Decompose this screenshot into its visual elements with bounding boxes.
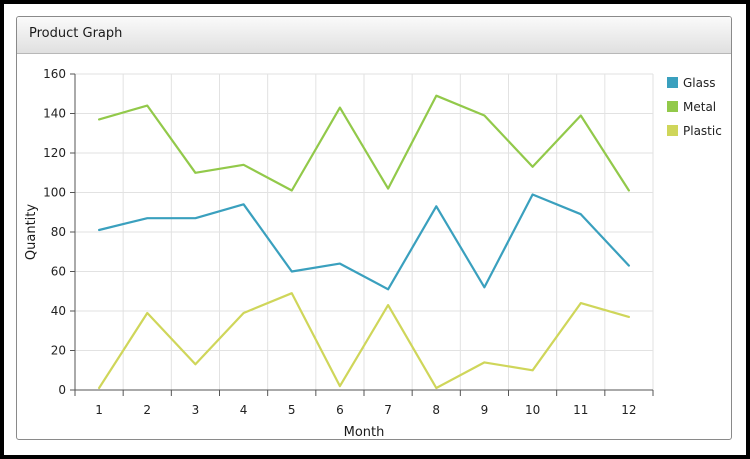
y-tick-label: 100 xyxy=(43,186,66,200)
y-tick-label: 40 xyxy=(51,304,66,318)
x-tick-label: 7 xyxy=(384,403,392,417)
panel-header: Product Graph xyxy=(17,17,731,54)
y-axis-title: Quantity xyxy=(24,204,39,260)
legend-label-glass: Glass xyxy=(683,76,716,90)
x-tick-label: 12 xyxy=(621,403,636,417)
series-line-plastic xyxy=(97,292,631,390)
x-tick-label: 6 xyxy=(336,403,344,417)
y-tick-label: 20 xyxy=(51,344,66,358)
x-tick-label: 8 xyxy=(432,403,440,417)
series-line-glass xyxy=(97,193,631,291)
legend-swatch-plastic xyxy=(667,125,678,136)
x-tick-label: 1 xyxy=(95,403,103,417)
x-tick-label: 10 xyxy=(525,403,540,417)
panel-title: Product Graph xyxy=(29,26,123,41)
y-tick-label: 60 xyxy=(51,265,66,279)
series-lines xyxy=(97,94,631,390)
x-tick-label: 9 xyxy=(481,403,489,417)
x-tick-labels: 1 2 3 4 5 6 7 8 9 10 11 12 xyxy=(95,403,636,417)
x-tick-label: 4 xyxy=(240,403,248,417)
x-tick-label: 3 xyxy=(192,403,200,417)
y-tick-label: 160 xyxy=(43,67,66,81)
legend-swatch-glass xyxy=(667,77,678,88)
grid-lines xyxy=(74,73,654,391)
x-axis-title: Month xyxy=(344,425,385,440)
y-tick-label: 120 xyxy=(43,146,66,160)
legend: Glass Metal Plastic xyxy=(667,76,722,138)
legend-swatch-metal xyxy=(667,101,678,112)
y-tick-labels: 0 20 40 60 80 100 120 140 160 xyxy=(43,67,66,397)
x-tick-label: 5 xyxy=(288,403,296,417)
legend-label-metal: Metal xyxy=(683,100,716,114)
x-tick-label: 11 xyxy=(573,403,588,417)
series-line-metal xyxy=(97,94,631,192)
y-tick-label: 80 xyxy=(51,225,66,239)
y-tick-label: 0 xyxy=(58,383,66,397)
x-tick-label: 2 xyxy=(143,403,151,417)
legend-label-plastic: Plastic xyxy=(683,124,722,138)
y-tick-label: 140 xyxy=(43,107,66,121)
axes xyxy=(70,73,654,396)
